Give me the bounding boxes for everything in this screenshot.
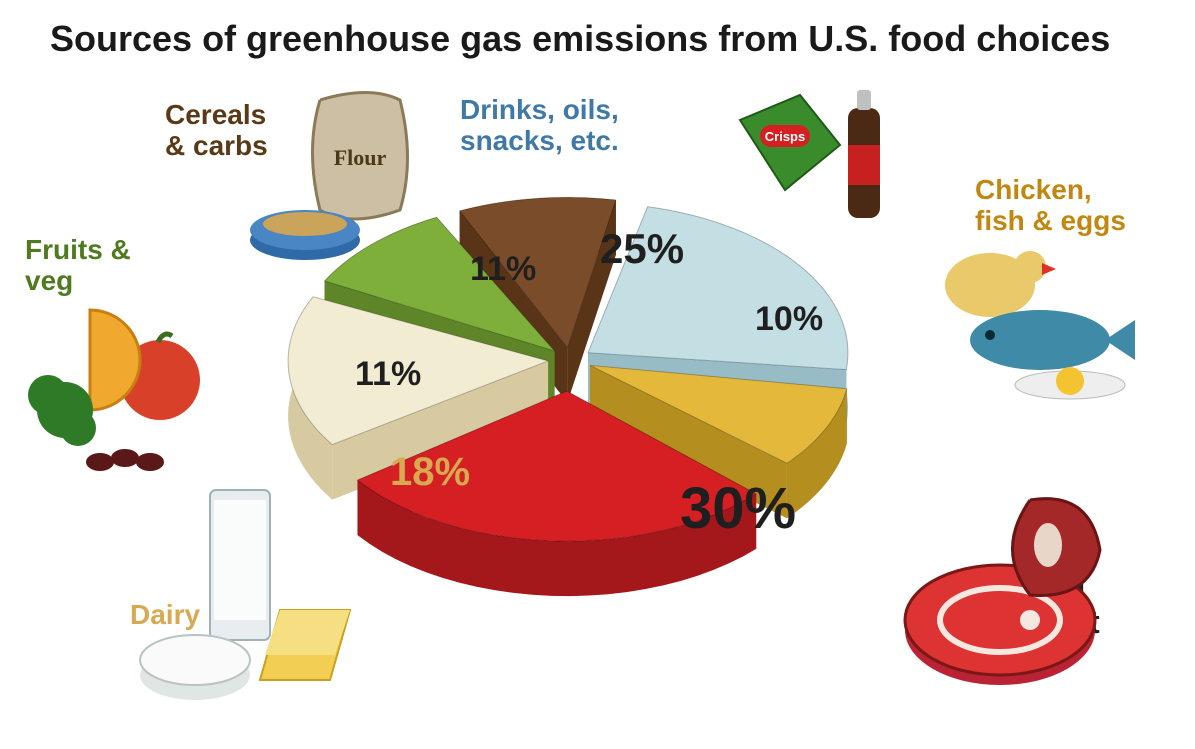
chicken-fish-eggs-icon (945, 251, 1135, 399)
dairy-icon (140, 490, 350, 700)
svg-text:Crisps: Crisps (765, 129, 805, 144)
fruits-veg-icon (28, 310, 200, 471)
snacks-drinks-icon: Crisps (740, 90, 880, 218)
svg-text:Flour: Flour (334, 145, 387, 170)
infographic-stage: { "title": "Sources of greenhouse gas em… (0, 0, 1195, 749)
icon-layer: Crisps Flour (0, 0, 1195, 749)
cereals-carbs-icon: Flour (250, 93, 408, 261)
red-meat-icon (905, 499, 1100, 685)
